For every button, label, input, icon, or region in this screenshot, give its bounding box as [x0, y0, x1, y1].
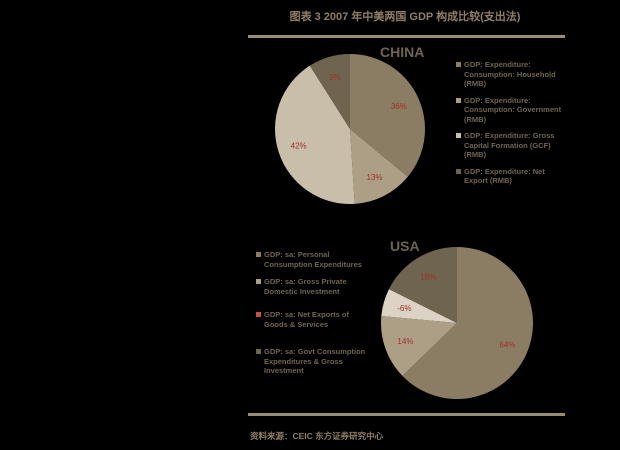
usa-legend: GDP: sa: Personal Consumption Expenditur…: [256, 250, 368, 383]
legend-label: GDP: Expenditure: Consumption: Governmen…: [464, 95, 562, 124]
pie-slice: [381, 315, 457, 376]
pie-data-label: -6%: [397, 304, 411, 313]
legend-item: GDP: sa: Net Exports of Goods & Services: [256, 310, 368, 329]
legend-item: GDP: Expenditure: Gross Capital Formatio…: [456, 131, 566, 160]
pie-slice: [350, 54, 426, 177]
pie-data-label: 13%: [367, 173, 383, 182]
legend-swatch: [456, 97, 461, 103]
pie-slice: [274, 65, 355, 204]
legend-swatch: [256, 312, 261, 317]
legend-label: GDP: Expenditure: Gross Capital Formatio…: [464, 131, 555, 159]
pie-slice: [381, 289, 457, 323]
pie-slice: [309, 54, 350, 129]
legend-label: GDP: sa: Gross Private Domestic Investme…: [264, 277, 347, 296]
pie-data-label: 18%: [420, 272, 436, 281]
chart-title-header: 图表 3 2007 年中美两国 GDP 构成比较(支出法): [289, 11, 521, 23]
bottom-divider: [248, 413, 565, 416]
legend-swatch: [456, 168, 461, 174]
pie-data-label: 42%: [291, 142, 307, 151]
usa-pie: 64% 14% -6% 18%: [381, 247, 533, 400]
legend-label: GDP: Expenditure: Net Export (RMB): [464, 166, 545, 186]
legend-item: GDP: Expenditure: Net Export (RMB): [456, 167, 566, 186]
pie-data-label: 64%: [499, 340, 515, 349]
source-note: 资料来源：CEIC 东方证券研究中心: [250, 431, 384, 441]
legend-label: GDP: sa: Net Exports of Goods & Services: [264, 310, 350, 329]
pie-data-label: 36%: [391, 102, 407, 111]
top-divider: [248, 35, 565, 38]
usa-chart-title: USA: [390, 238, 420, 254]
pie-slice: [388, 247, 457, 323]
legend-label: GDP: Expenditure: Consumption: Household…: [464, 60, 556, 88]
legend-item: GDP: sa: Personal Consumption Expenditur…: [256, 250, 368, 269]
pie-slice: [350, 129, 408, 204]
legend-swatch: [456, 62, 461, 67]
legend-swatch: [256, 279, 261, 284]
china-legend: GDP: Expenditure: Consumption: Household…: [456, 60, 566, 193]
legend-swatch: [256, 349, 261, 354]
pie-data-label: 14%: [397, 337, 413, 346]
legend-item: GDP: Expenditure: Consumption: Governmen…: [456, 96, 566, 125]
legend-label: GDP: sa: Govt Consumption Expenditures &…: [264, 347, 366, 375]
legend-label: GDP: sa: Personal Consumption Expenditur…: [264, 250, 362, 269]
china-chart-title: CHINA: [380, 44, 425, 60]
china-pie: 36% 13% 42% 9%: [274, 54, 426, 204]
legend-swatch: [456, 133, 461, 138]
legend-item: GDP: sa: Govt Consumption Expenditures &…: [256, 347, 368, 376]
pie-slice: [402, 247, 533, 400]
legend-item: GDP: Expenditure: Consumption: Household…: [456, 60, 566, 89]
legend-item: GDP: sa: Gross Private Domestic Investme…: [256, 277, 368, 296]
pie-data-label: 9%: [329, 73, 341, 82]
legend-swatch: [256, 252, 261, 257]
